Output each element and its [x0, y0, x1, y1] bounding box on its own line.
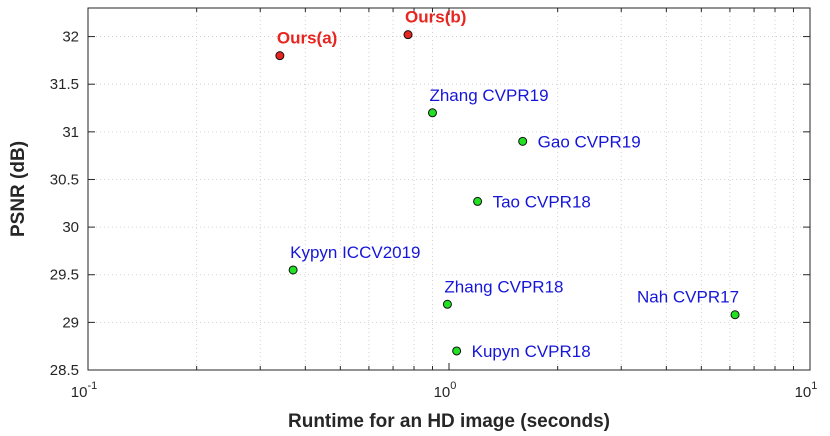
y-tick-label: 29	[62, 314, 79, 331]
axis-ticks: 10-1 100 101 28.5 29 29.5 30 30.5 31 31.5 32	[50, 8, 818, 401]
data-point-label: Zhang CVPR18	[444, 277, 563, 296]
y-tick-label: 30	[62, 219, 79, 236]
y-tick-label: 31.5	[50, 76, 79, 93]
data-point-label: Nah CVPR17	[637, 288, 739, 307]
data-point	[427, 108, 437, 118]
y-tick-label: 28.5	[50, 362, 79, 379]
x-tick-label: 10-1	[71, 380, 97, 401]
grid	[88, 8, 810, 371]
x-axis-title: Runtime for an HD image (seconds)	[288, 411, 610, 432]
y-tick-label: 32	[62, 29, 79, 46]
data-point-label: Zhang CVPR19	[429, 86, 548, 105]
x-tick-label: 100	[434, 380, 457, 401]
data-point-label: Kupyn CVPR18	[472, 342, 591, 361]
data-points: Ours(a) Ours(b) Zhang CVPR19 Gao CVPR19 Tao …	[275, 8, 740, 361]
data-point	[442, 299, 452, 309]
data-point	[473, 196, 483, 206]
y-axis-title: PSNR (dB)	[8, 141, 29, 237]
data-point-label: Tao CVPR18	[493, 192, 591, 211]
data-point	[275, 51, 285, 61]
y-tick-label: 30.5	[50, 171, 79, 188]
x-tick-label: 101	[795, 380, 818, 401]
y-tick-label: 29.5	[50, 267, 79, 284]
data-point	[403, 30, 413, 40]
data-point	[288, 265, 298, 275]
data-point-label: Kypyn ICCV2019	[290, 243, 420, 262]
data-point-label: Gao CVPR19	[538, 132, 641, 151]
data-point-label: Ours(b)	[405, 8, 466, 27]
data-point	[452, 346, 462, 356]
data-point	[730, 310, 740, 320]
data-point	[518, 136, 528, 146]
y-tick-label: 31	[62, 124, 79, 141]
data-point-label: Ours(a)	[277, 29, 337, 48]
